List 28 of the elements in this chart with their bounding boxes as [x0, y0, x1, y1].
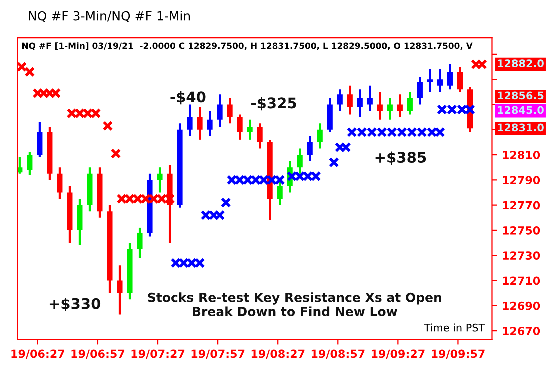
text: 12856.5: [498, 92, 544, 100]
text: 12845.0: [498, 106, 544, 114]
x-tick-label: 19/09:27: [372, 350, 425, 360]
text: 12882.0: [498, 60, 544, 68]
annotation: Time in PST: [424, 324, 486, 332]
x-tick-label: 19/06:27: [12, 350, 64, 360]
x-tick-label: 19/08:57: [312, 350, 365, 360]
x-tick-label: 19/06:57: [72, 350, 125, 360]
annotation: Stocks Re-test Key Resistance Xs at Open Break Down to Find New Low: [148, 292, 442, 316]
chart-subtitle: NQ #F [1-Min] 03/19/21 -2.0000 C 12829.7500, H 12831.7500, L 12829.5000, O 12831.7500, V: [22, 42, 473, 50]
y-tick-label: 12670: [503, 327, 540, 336]
y-tick-label: 12730: [503, 252, 540, 260]
y-tick-label: 12810: [503, 151, 540, 160]
annotation: -$40: [170, 91, 206, 105]
x-tick-label: 19/09:57: [432, 350, 485, 360]
text: 12831.0: [498, 124, 544, 132]
y-tick-label: 12690: [503, 302, 540, 310]
y-tick-label: 12770: [503, 201, 540, 210]
x-tick-label: 19/08:27: [252, 350, 305, 360]
chart-title: NQ #F 3-Min/NQ #F 1-Min: [29, 11, 190, 22]
annotation: +$330: [50, 298, 101, 312]
annotation: -$325: [252, 97, 296, 111]
x-tick-label: 19/07:57: [192, 350, 245, 360]
x-tick-label: 19/07:27: [132, 350, 185, 360]
y-tick-label: 12750: [503, 226, 540, 235]
annotation: +$385: [376, 152, 426, 165]
y-tick-label: 12790: [503, 176, 540, 185]
y-tick-label: 12710: [503, 276, 540, 286]
